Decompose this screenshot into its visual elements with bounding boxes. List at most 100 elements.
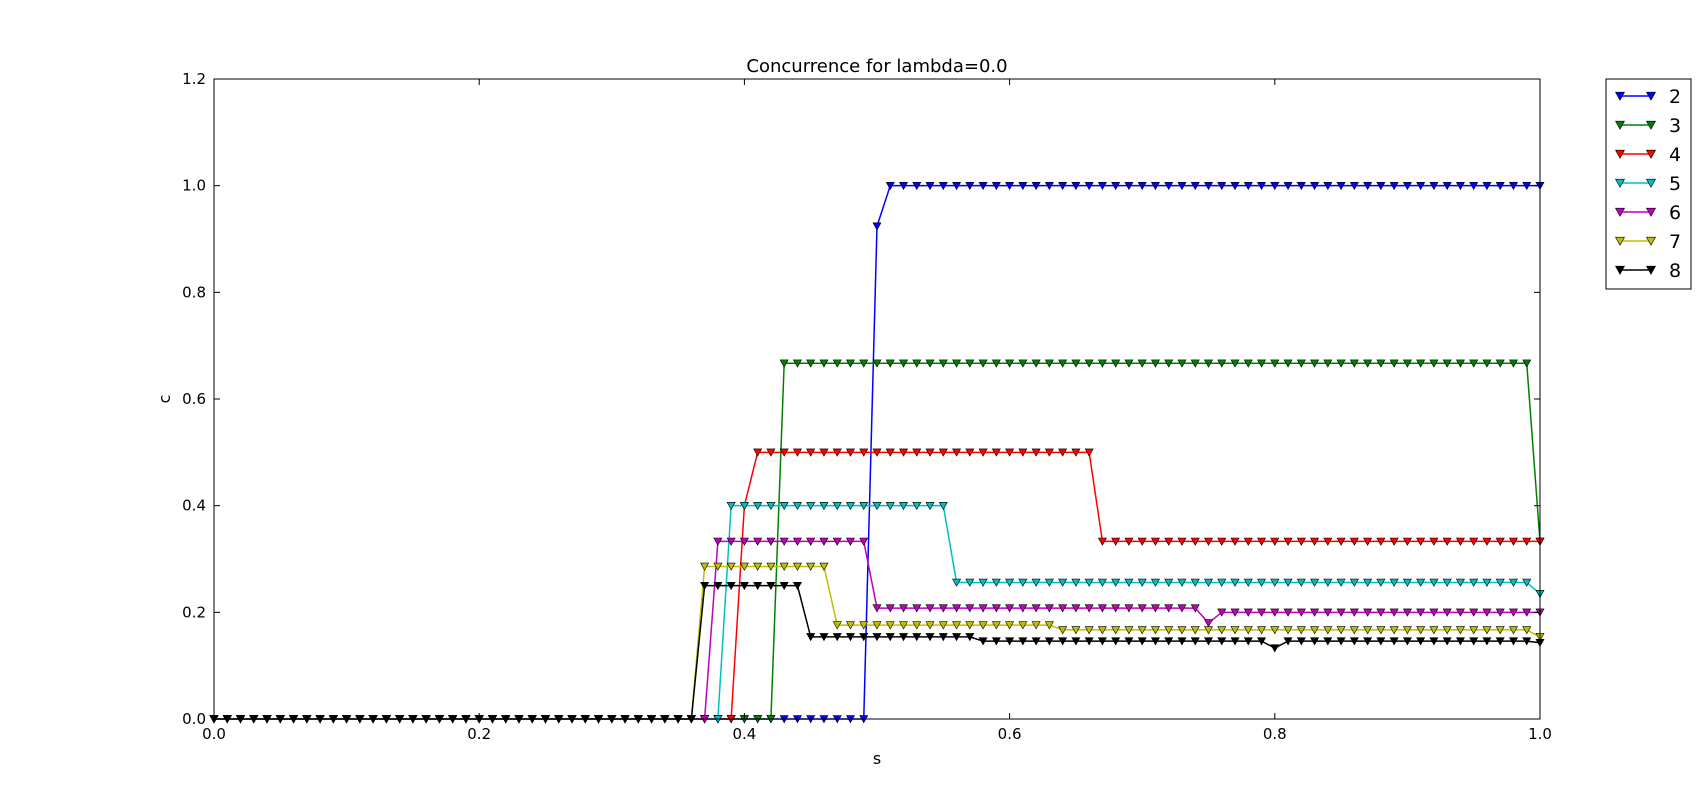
data-point xyxy=(952,448,962,457)
data-point xyxy=(1177,578,1187,587)
data-point xyxy=(1111,578,1121,587)
data-point xyxy=(1336,578,1346,587)
data-point xyxy=(1137,181,1147,191)
data-point xyxy=(779,501,789,511)
data-point xyxy=(792,359,802,368)
data-point xyxy=(1349,537,1359,546)
data-point xyxy=(1522,359,1532,368)
chart-title: Concurrence for lambda=0.0 xyxy=(746,56,1007,77)
data-point xyxy=(978,621,988,630)
data-point xyxy=(1097,604,1107,613)
data-point xyxy=(899,359,909,368)
data-point xyxy=(1283,626,1293,635)
data-point xyxy=(1230,181,1240,191)
data-point xyxy=(1124,637,1134,646)
data-point xyxy=(1217,626,1227,635)
data-point xyxy=(1270,578,1280,587)
data-point xyxy=(912,359,922,368)
data-point xyxy=(1058,626,1068,635)
data-point xyxy=(885,501,895,511)
data-point xyxy=(1442,537,1452,546)
data-point xyxy=(832,537,842,546)
data-point xyxy=(1495,578,1505,587)
data-point xyxy=(1044,181,1054,191)
data-point xyxy=(938,633,948,642)
data-point xyxy=(1044,637,1054,646)
legend-marker xyxy=(1614,149,1626,159)
data-point xyxy=(1508,626,1518,635)
data-point xyxy=(1429,626,1439,635)
data-point xyxy=(1137,578,1147,587)
data-point xyxy=(991,621,1001,630)
legend-marker xyxy=(1645,120,1657,130)
x-tick-label: 0.0 xyxy=(202,725,226,743)
data-point xyxy=(912,633,922,642)
data-point xyxy=(1124,537,1134,546)
data-point xyxy=(713,537,723,546)
data-point xyxy=(1296,359,1306,368)
data-point xyxy=(1031,448,1041,457)
data-point xyxy=(819,448,829,457)
data-point xyxy=(1323,359,1333,368)
data-point xyxy=(1230,608,1240,617)
data-point xyxy=(1137,359,1147,368)
data-point xyxy=(1270,644,1280,653)
data-point xyxy=(1310,537,1320,546)
data-point xyxy=(1522,181,1532,191)
data-point xyxy=(885,621,895,630)
data-point xyxy=(1482,626,1492,635)
data-point xyxy=(845,537,855,546)
data-point xyxy=(1203,181,1214,191)
data-point xyxy=(1310,578,1320,587)
data-point xyxy=(872,222,882,231)
data-point xyxy=(1389,608,1399,617)
data-point xyxy=(1363,637,1373,646)
data-point xyxy=(1217,181,1227,191)
data-point xyxy=(965,604,975,613)
data-point xyxy=(1508,637,1518,646)
data-point xyxy=(1455,359,1465,368)
data-point xyxy=(1469,626,1479,635)
data-point xyxy=(1137,626,1147,635)
data-point xyxy=(1363,359,1373,368)
legend-marker xyxy=(1614,178,1626,188)
data-point xyxy=(1084,637,1094,646)
data-point xyxy=(1217,359,1227,368)
data-point xyxy=(938,359,948,368)
x-tick-label: 0.4 xyxy=(732,725,756,743)
data-point xyxy=(1150,578,1160,587)
data-point xyxy=(792,537,802,546)
data-point xyxy=(965,181,975,191)
data-point xyxy=(1336,181,1346,191)
data-point xyxy=(1469,359,1479,368)
data-point xyxy=(978,604,988,613)
x-tick-label: 0.2 xyxy=(467,725,491,743)
data-point xyxy=(1097,181,1107,191)
legend-item-6: 6 xyxy=(1614,202,1681,224)
data-point xyxy=(1018,448,1028,457)
data-point xyxy=(1376,637,1386,646)
data-point xyxy=(1058,637,1068,646)
data-point xyxy=(779,359,789,368)
legend-item-5: 5 xyxy=(1614,173,1681,195)
data-point xyxy=(1177,637,1187,646)
data-point xyxy=(1469,578,1479,587)
data-point xyxy=(766,537,776,546)
data-point xyxy=(885,448,895,457)
data-point xyxy=(726,562,736,571)
data-point xyxy=(872,604,882,613)
legend-label: 4 xyxy=(1669,144,1681,166)
data-point xyxy=(1336,626,1346,635)
data-point xyxy=(1376,181,1386,191)
data-point xyxy=(1310,637,1320,646)
data-point xyxy=(1402,537,1412,546)
data-point xyxy=(1349,626,1359,635)
data-point xyxy=(1097,578,1107,587)
data-point xyxy=(1522,626,1532,635)
data-point xyxy=(806,537,816,546)
series-8 xyxy=(209,581,1545,724)
data-point xyxy=(991,578,1001,587)
data-point xyxy=(806,359,816,368)
data-point xyxy=(739,581,749,591)
data-point xyxy=(1124,359,1134,368)
